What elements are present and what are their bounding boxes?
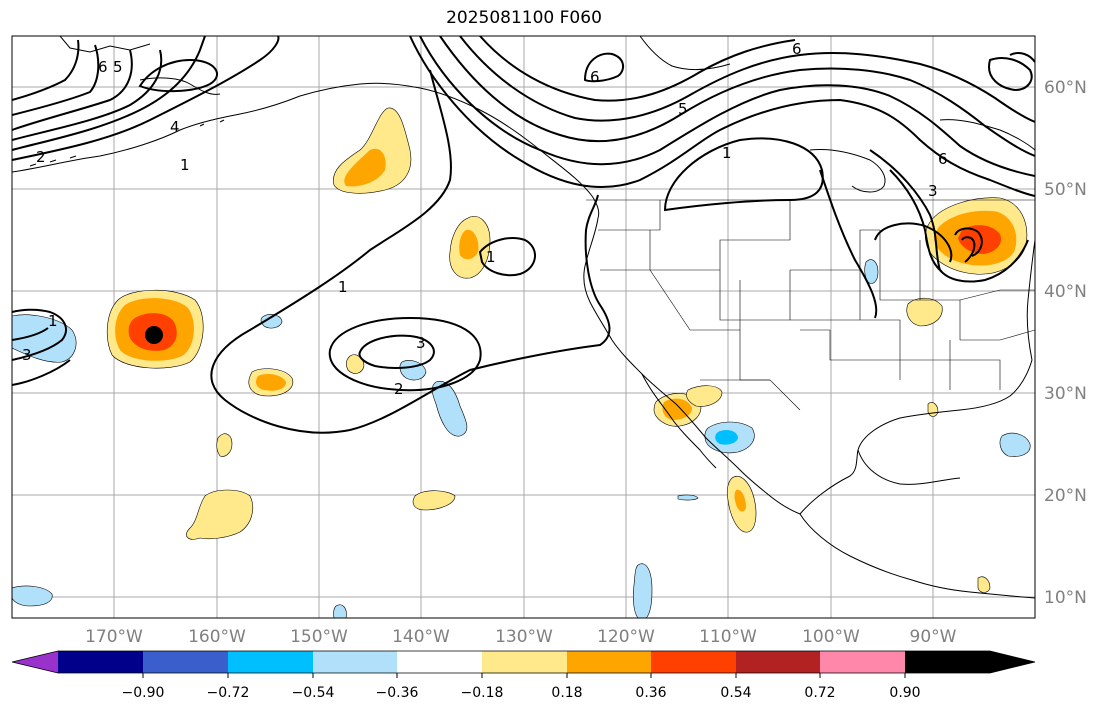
lat-label: 40°N: [1044, 282, 1087, 302]
map-frame: [11, 35, 1036, 619]
colorbar-tick-label: 0.18: [551, 685, 582, 701]
geopotential-contours: [12, 36, 1035, 434]
lon-label: 120°W: [597, 627, 655, 647]
lon-label: 100°W: [802, 627, 860, 647]
colorbar-extend-low: [12, 651, 58, 673]
colorbar-tick-label: 0.36: [635, 685, 666, 701]
lat-labels: 60°N 50°N 40°N 30°N 20°N 10°N: [1044, 78, 1087, 608]
colorbar-tick-label: −0.54: [292, 685, 335, 701]
contour-label: 1: [180, 156, 190, 174]
lat-label: 10°N: [1044, 588, 1087, 608]
lon-label: 130°W: [495, 627, 553, 647]
anomaly-fills: [12, 107, 1031, 618]
contour-label: 6: [590, 68, 600, 86]
colorbar-ticks: −0.90 −0.72 −0.54 −0.36 −0.18 0.18 0.36 …: [122, 673, 921, 701]
colorbar-tick-label: 0.90: [889, 685, 920, 701]
colorbar-extend-high: [905, 651, 1035, 673]
contour-label: 5: [678, 100, 688, 118]
state-borders: [586, 199, 1035, 411]
contour-label: 1: [486, 248, 496, 266]
contour-labels: 6 5 4 2 1 6 5 1 6 3 1 1 3 2 1 3 6: [22, 40, 948, 398]
colorbar-tick-label: −0.72: [207, 685, 250, 701]
colorbar-segment: [143, 651, 228, 673]
contour-label: 1: [48, 312, 58, 330]
lon-label: 110°W: [699, 627, 757, 647]
lat-label: 20°N: [1044, 486, 1087, 506]
contour-label: 2: [36, 148, 46, 166]
colorbar-segment: [482, 651, 567, 673]
contour-label: 1: [338, 278, 348, 296]
contour-label: 3: [22, 346, 32, 364]
contour-label: 1: [722, 144, 732, 162]
contour-label: 3: [416, 334, 426, 352]
lon-label: 150°W: [290, 627, 348, 647]
contour-label: 2: [394, 380, 404, 398]
colorbar-segment: [397, 651, 482, 673]
colorbar-segment: [58, 651, 143, 673]
contour-label: 4: [170, 118, 180, 136]
colorbar-tick-label: 0.54: [720, 685, 751, 701]
colorbar-segment: [228, 651, 313, 673]
lon-label: 140°W: [392, 627, 450, 647]
map-title: 2025081100 F060: [446, 8, 602, 28]
lat-label: 30°N: [1044, 384, 1087, 404]
lon-label: 170°W: [85, 627, 143, 647]
colorbar-segment: [736, 651, 820, 673]
contour-label: 6: [98, 58, 108, 76]
lon-label: 160°W: [188, 627, 246, 647]
contour-label: 6: [938, 150, 948, 168]
colorbar: [11, 650, 1036, 674]
lon-labels: 170°W 160°W 150°W 140°W 130°W 120°W 110°…: [85, 627, 957, 647]
lon-label: 90°W: [910, 627, 957, 647]
lat-label: 50°N: [1044, 180, 1087, 200]
colorbar-segment: [313, 651, 397, 673]
contour-label: 5: [113, 58, 123, 76]
colorbar-segment: [651, 651, 736, 673]
colorbar-tick-label: −0.36: [376, 685, 419, 701]
coastlines: [12, 36, 1035, 599]
colorbar-tick-label: −0.18: [461, 685, 504, 701]
colorbar-tick-label: 0.72: [804, 685, 835, 701]
lat-label: 60°N: [1044, 78, 1087, 98]
colorbar-tick-label: −0.90: [122, 685, 165, 701]
contour-label: 3: [928, 182, 938, 200]
colorbar-segment: [567, 651, 651, 673]
colorbar-segment: [820, 651, 905, 673]
contour-label: 6: [792, 40, 802, 58]
